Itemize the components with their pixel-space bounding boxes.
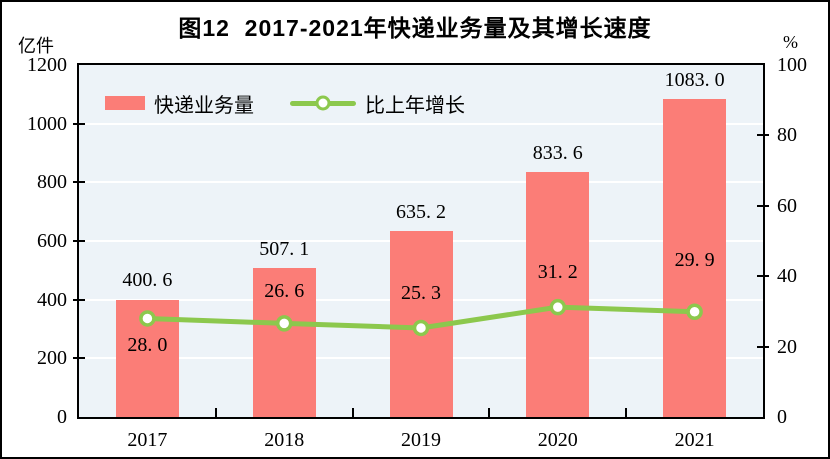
legend-line-label: 比上年增长 [365, 94, 465, 117]
left-axis-tick-label: 0 [57, 406, 67, 428]
growth-line-marker [139, 310, 156, 327]
bar-value-label: 400. 6 [122, 269, 173, 292]
right-axis-tick-label: 20 [777, 335, 797, 358]
x-axis-label-2018: 2018 [264, 429, 305, 451]
legend: 快递业务量 比上年增长 [105, 94, 465, 117]
x-axis-boundary-tick [214, 408, 217, 417]
bar-2018 [252, 268, 316, 417]
right-axis-tick-60 [757, 204, 769, 207]
left-axis-tick-label: 800 [37, 171, 67, 194]
x-axis-label-2021: 2021 [674, 429, 715, 451]
x-axis-boundary-tick [625, 408, 628, 417]
bar-value-label: 507. 1 [259, 238, 310, 261]
right-axis-tick-80 [757, 134, 769, 137]
x-axis-boundary-tick [488, 408, 491, 417]
left-axis-tick-600 [73, 240, 85, 242]
left-axis-tick-400 [73, 298, 85, 301]
growth-line-marker [412, 319, 430, 337]
legend-bar-label: 快递业务量 [154, 94, 254, 117]
growth-line-layer [139, 298, 703, 337]
right-axis-tick-label: 40 [777, 265, 797, 288]
left-axis-tick-label: 600 [37, 230, 67, 252]
left-axis-tick-label: 400 [37, 288, 67, 311]
left-axis-tick-label: 200 [37, 347, 67, 370]
right-axis-tick-20 [757, 345, 769, 348]
bar-value-label: 635. 2 [396, 200, 446, 223]
bar-value-label: 833. 6 [532, 142, 583, 165]
growth-line-marker [275, 315, 293, 332]
left-axis-tick-1000 [73, 122, 85, 125]
x-axis-label-2017: 2017 [127, 429, 168, 451]
legend-bar-swatch-icon [105, 96, 145, 110]
growth-value-label: 31. 2 [537, 261, 578, 284]
growth-value-label: 29. 9 [674, 248, 715, 271]
legend-line-swatch-icon [290, 95, 356, 111]
left-axis-tick-800 [73, 181, 85, 184]
growth-line-marker [549, 298, 567, 316]
gridline-800 [79, 181, 763, 184]
gridline-1000 [79, 122, 763, 125]
plot-area: 快递业务量 比上年增长 0 200 400 600 800 1000 1200 0 20 40 60… [27, 54, 807, 451]
left-axis-tick-label: 1200 [27, 54, 67, 76]
growth-value-label: 25. 3 [401, 281, 441, 304]
x-axis-label-2019: 2019 [401, 429, 441, 451]
bar-2020 [526, 172, 590, 417]
right-axis-tick-label: 60 [777, 194, 797, 217]
right-axis-tick-label: 100 [777, 54, 807, 76]
legend-line-marker-icon [315, 95, 331, 111]
right-axis-unit-label: % [783, 32, 798, 52]
right-axis-tick-label: 0 [777, 406, 787, 428]
left-axis-tick-label: 1000 [27, 112, 67, 135]
growth-value-label: 26. 6 [264, 280, 305, 303]
right-axis-tick-label: 80 [777, 124, 797, 147]
x-axis-label-2020: 2020 [537, 429, 578, 451]
growth-value-label: 28. 0 [127, 334, 168, 357]
growth-line-marker [686, 303, 703, 321]
bar-2021 [663, 99, 727, 417]
left-axis-tick-200 [73, 357, 85, 360]
x-axis-boundary-tick [351, 408, 354, 417]
bar-value-label: 1083. 0 [664, 69, 725, 92]
right-axis-tick-40 [757, 275, 769, 278]
left-axis-unit-label: 亿件 [18, 36, 54, 56]
chart-title: 图12 2017-2021年快递业务量及其增长速度 [178, 15, 652, 41]
